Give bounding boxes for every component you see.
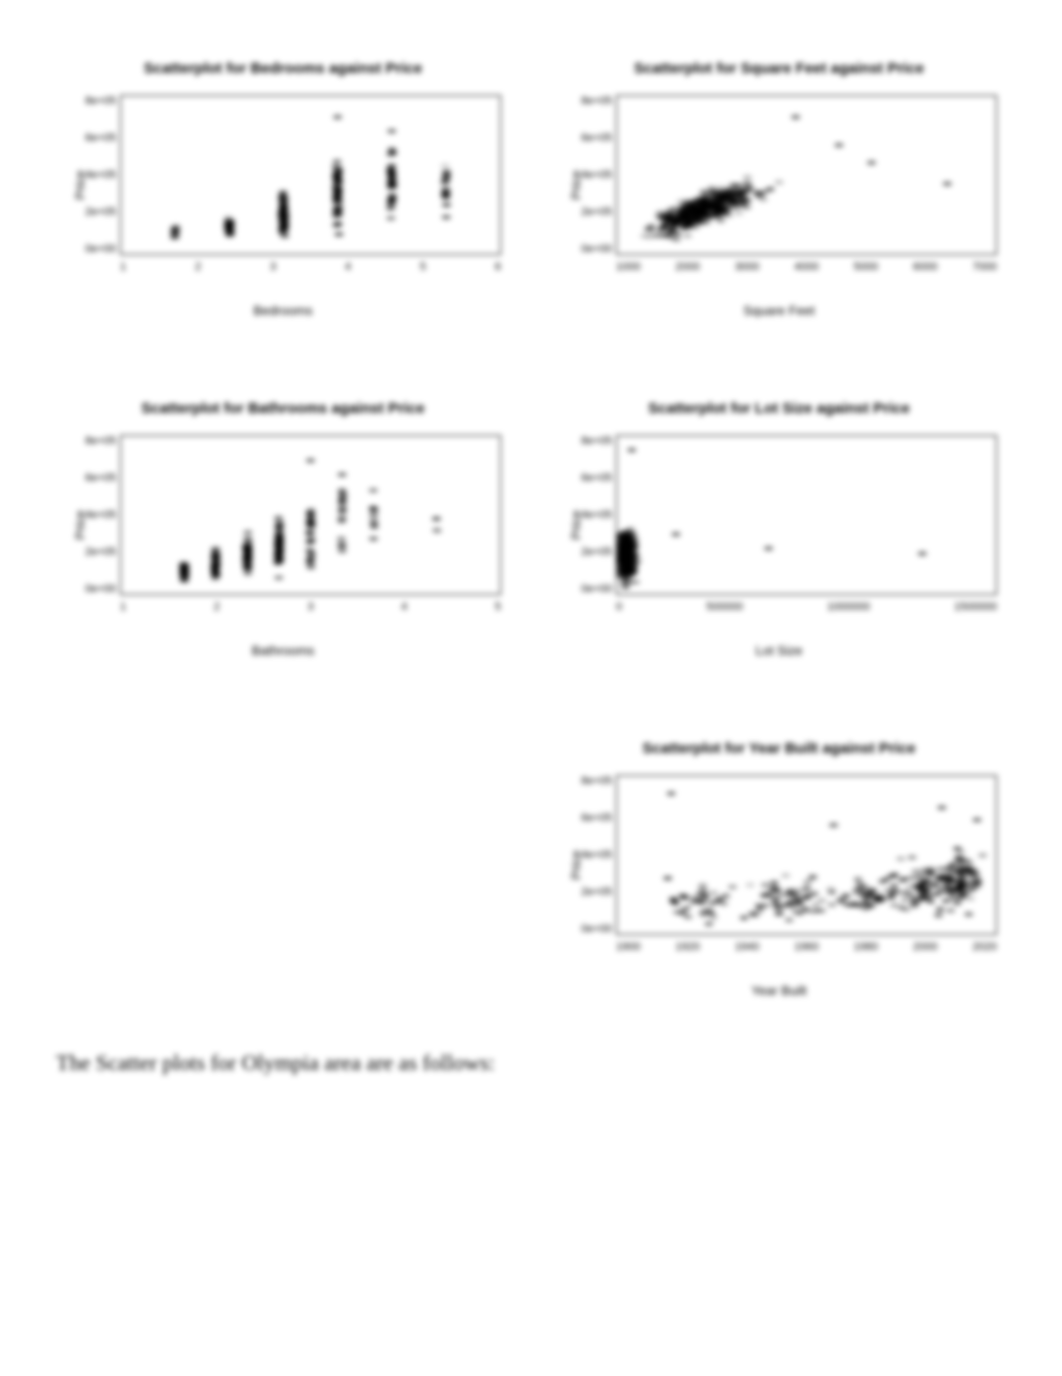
x-ticks: 12345 <box>120 601 501 613</box>
x-axis-label: Bedrooms <box>50 303 516 318</box>
x-axis-label: Square Feet <box>546 303 1012 318</box>
panel-yearbuilt: Scatterplot for Year Built against Price… <box>546 740 1012 1070</box>
panel-empty <box>50 740 516 1070</box>
y-ticks: 8e+056e+054e+052e+050e+00 <box>564 435 612 595</box>
chart-title: Scatterplot for Lot Size against Price <box>546 400 1012 425</box>
panel-lotsize: Scatterplot for Lot Size against PricePr… <box>546 400 1012 730</box>
chart-title: Scatterplot for Bathrooms against Price <box>50 400 516 425</box>
plot-area <box>616 775 997 935</box>
caption-text: The Scatter plots for Olympia area are a… <box>56 1050 495 1076</box>
chart-title: Scatterplot for Bedrooms against Price <box>50 60 516 85</box>
x-ticks: 123456 <box>120 261 501 273</box>
x-ticks: 050000010000001500000 <box>616 601 997 613</box>
y-ticks: 8e+056e+054e+052e+050e+00 <box>564 775 612 935</box>
chart-grid: Scatterplot for Bedrooms against PricePr… <box>50 60 1012 1070</box>
x-ticks: 1000200030004000500060007000 <box>616 261 997 273</box>
x-axis-label: Bathrooms <box>50 643 516 658</box>
panel-sqft: Scatterplot for Square Feet against Pric… <box>546 60 1012 390</box>
y-ticks: 8e+056e+054e+052e+050e+00 <box>68 435 116 595</box>
y-ticks: 8e+056e+054e+052e+050e+00 <box>564 95 612 255</box>
panel-bathrooms: Scatterplot for Bathrooms against PriceP… <box>50 400 516 730</box>
plot-area <box>120 95 501 255</box>
plot-area <box>616 435 997 595</box>
x-ticks: 1900192019401960198020002020 <box>616 941 997 953</box>
x-axis-label: Lot Size <box>546 643 1012 658</box>
x-axis-label: Year Built <box>546 983 1012 998</box>
chart-title: Scatterplot for Year Built against Price <box>546 740 1012 765</box>
plot-area <box>616 95 997 255</box>
y-ticks: 8e+056e+054e+052e+050e+00 <box>68 95 116 255</box>
panel-bedrooms: Scatterplot for Bedrooms against PricePr… <box>50 60 516 390</box>
chart-title: Scatterplot for Square Feet against Pric… <box>546 60 1012 85</box>
plot-area <box>120 435 501 595</box>
